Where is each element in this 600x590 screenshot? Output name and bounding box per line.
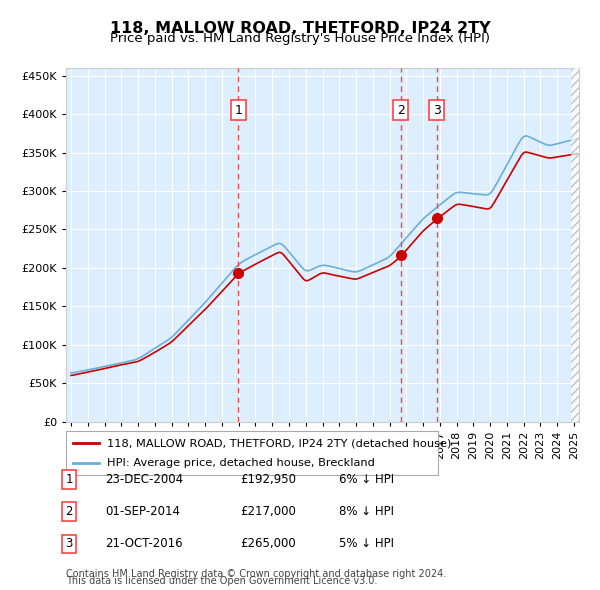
- Text: 2: 2: [397, 104, 405, 117]
- Text: 1: 1: [65, 473, 73, 486]
- Text: 1: 1: [235, 104, 242, 117]
- Text: 23-DEC-2004: 23-DEC-2004: [105, 473, 183, 486]
- Text: £217,000: £217,000: [240, 505, 296, 518]
- Text: £265,000: £265,000: [240, 537, 296, 550]
- Text: 01-SEP-2014: 01-SEP-2014: [105, 505, 180, 518]
- Text: 3: 3: [433, 104, 440, 117]
- Text: HPI: Average price, detached house, Breckland: HPI: Average price, detached house, Brec…: [107, 458, 375, 467]
- Bar: [571, 68, 579, 422]
- Text: 2: 2: [65, 505, 73, 518]
- Text: 3: 3: [65, 537, 73, 550]
- Text: Contains HM Land Registry data © Crown copyright and database right 2024.: Contains HM Land Registry data © Crown c…: [66, 569, 446, 579]
- Text: 5% ↓ HPI: 5% ↓ HPI: [339, 537, 394, 550]
- Text: 118, MALLOW ROAD, THETFORD, IP24 2TY: 118, MALLOW ROAD, THETFORD, IP24 2TY: [110, 21, 490, 35]
- Text: Price paid vs. HM Land Registry's House Price Index (HPI): Price paid vs. HM Land Registry's House …: [110, 32, 490, 45]
- Bar: [571, 68, 581, 422]
- Text: 6% ↓ HPI: 6% ↓ HPI: [339, 473, 394, 486]
- Text: This data is licensed under the Open Government Licence v3.0.: This data is licensed under the Open Gov…: [66, 576, 377, 586]
- Text: 118, MALLOW ROAD, THETFORD, IP24 2TY (detached house): 118, MALLOW ROAD, THETFORD, IP24 2TY (de…: [107, 438, 451, 448]
- Text: £192,950: £192,950: [240, 473, 296, 486]
- Text: 21-OCT-2016: 21-OCT-2016: [105, 537, 182, 550]
- Text: 8% ↓ HPI: 8% ↓ HPI: [339, 505, 394, 518]
